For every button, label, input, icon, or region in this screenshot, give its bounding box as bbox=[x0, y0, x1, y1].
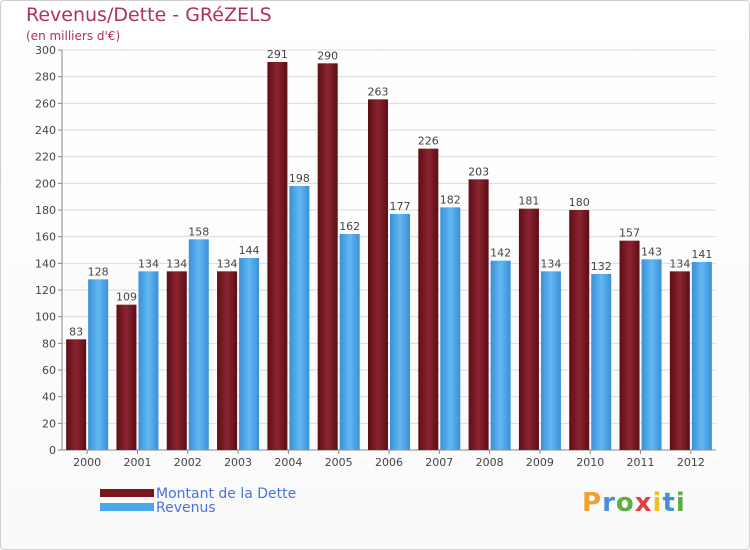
proxiti-logo: Proxiti bbox=[582, 488, 686, 518]
y-tick-label-180: 180 bbox=[35, 204, 56, 217]
bar-revenus-2000 bbox=[88, 279, 109, 450]
data-label-dette-2008: 203 bbox=[468, 165, 489, 178]
bar-revenus-2005 bbox=[339, 234, 360, 450]
bar-revenus-2002 bbox=[188, 239, 209, 450]
bar-dette-2000 bbox=[66, 339, 87, 450]
data-label-revenus-2001: 134 bbox=[138, 257, 159, 270]
bar-revenus-2006 bbox=[390, 214, 410, 450]
logo-letter: x bbox=[634, 488, 653, 518]
bar-revenus-2011 bbox=[641, 259, 662, 450]
bar-dette-2010 bbox=[569, 210, 590, 450]
data-label-revenus-2006: 177 bbox=[390, 200, 411, 213]
x-tick-label-2009: 2009 bbox=[526, 456, 554, 469]
logo-letter: i bbox=[652, 488, 663, 518]
data-label-dette-2005: 290 bbox=[317, 49, 338, 62]
x-tick-label-2012: 2012 bbox=[677, 456, 705, 469]
bar-dette-2004 bbox=[267, 62, 288, 450]
bar-dette-2006 bbox=[368, 99, 388, 450]
y-tick-label-300: 300 bbox=[35, 44, 56, 57]
logo-letter: P bbox=[582, 488, 603, 518]
x-tick-label-2011: 2011 bbox=[627, 456, 655, 469]
bar-revenus-2001 bbox=[138, 271, 159, 450]
data-label-dette-2002: 134 bbox=[166, 257, 187, 270]
x-tick-label-2000: 2000 bbox=[73, 456, 101, 469]
data-label-dette-2012: 134 bbox=[669, 257, 690, 270]
x-tick-label-2008: 2008 bbox=[476, 456, 504, 469]
data-label-revenus-2000: 128 bbox=[88, 265, 109, 278]
x-tick-label-2005: 2005 bbox=[325, 456, 353, 469]
y-tick-label-0: 0 bbox=[49, 444, 56, 457]
data-label-revenus-2002: 158 bbox=[188, 225, 209, 238]
bar-dette-2005 bbox=[317, 63, 338, 450]
bar-dette-2007 bbox=[418, 148, 439, 450]
bar-dette-2003 bbox=[217, 271, 238, 450]
y-tick-label-280: 280 bbox=[35, 71, 56, 84]
y-tick-label-100: 100 bbox=[35, 311, 56, 324]
data-label-dette-2009: 181 bbox=[518, 195, 539, 208]
data-label-dette-2004: 291 bbox=[267, 48, 288, 61]
y-tick-label-20: 20 bbox=[42, 417, 56, 430]
bar-dette-2011 bbox=[619, 240, 640, 450]
data-label-dette-2000: 83 bbox=[69, 325, 83, 338]
y-tick-label-40: 40 bbox=[42, 391, 56, 404]
data-label-dette-2011: 157 bbox=[619, 227, 640, 240]
data-label-revenus-2008: 142 bbox=[490, 247, 511, 260]
bar-dette-2009 bbox=[518, 208, 539, 450]
data-label-revenus-2009: 134 bbox=[540, 257, 561, 270]
bar-revenus-2009 bbox=[540, 271, 561, 450]
data-label-revenus-2010: 132 bbox=[591, 260, 612, 273]
chart-subtitle: (en milliers d'€) bbox=[26, 29, 121, 43]
x-tick-label-2010: 2010 bbox=[576, 456, 604, 469]
legend-swatch-revenus bbox=[100, 503, 154, 511]
logo-letter: r bbox=[602, 488, 616, 518]
bar-dette-2008 bbox=[468, 179, 489, 451]
data-label-dette-2006: 263 bbox=[368, 85, 389, 98]
y-tick-label-140: 140 bbox=[35, 257, 56, 270]
bar-dette-2002 bbox=[166, 271, 187, 450]
data-label-revenus-2004: 198 bbox=[289, 172, 310, 185]
y-tick-label-240: 240 bbox=[35, 124, 56, 137]
x-tick-label-2006: 2006 bbox=[375, 456, 403, 469]
data-label-dette-2001: 109 bbox=[116, 291, 137, 304]
bar-revenus-2012 bbox=[691, 262, 712, 450]
data-label-revenus-2012: 141 bbox=[691, 248, 712, 261]
data-label-dette-2003: 134 bbox=[217, 257, 238, 270]
data-label-revenus-2007: 182 bbox=[440, 193, 461, 206]
bar-dette-2012 bbox=[669, 271, 690, 450]
y-tick-label-200: 200 bbox=[35, 177, 56, 190]
y-tick-label-60: 60 bbox=[42, 364, 56, 377]
logo-letter: i bbox=[675, 488, 686, 518]
bar-revenus-2010 bbox=[591, 274, 612, 450]
chart-title: Revenus/Dette - GRéZELS bbox=[26, 4, 272, 26]
y-tick-label-220: 220 bbox=[35, 151, 56, 164]
data-label-revenus-2003: 144 bbox=[239, 244, 260, 257]
bar-revenus-2003 bbox=[239, 258, 260, 450]
data-label-revenus-2011: 143 bbox=[641, 245, 662, 258]
x-tick-label-2003: 2003 bbox=[224, 456, 252, 469]
y-tick-label-160: 160 bbox=[35, 231, 56, 244]
legend-label-dette: Montant de la Dette bbox=[156, 486, 297, 502]
bar-dette-2001 bbox=[116, 304, 137, 450]
bar-revenus-2008 bbox=[490, 260, 511, 450]
bar-revenus-2007 bbox=[440, 207, 461, 450]
logo-letter: o bbox=[615, 488, 635, 518]
x-tick-label-2002: 2002 bbox=[174, 456, 202, 469]
x-tick-label-2001: 2001 bbox=[123, 456, 151, 469]
y-tick-label-260: 260 bbox=[35, 97, 56, 110]
data-label-revenus-2005: 162 bbox=[339, 220, 360, 233]
bar-revenus-2004 bbox=[289, 186, 310, 450]
x-tick-label-2004: 2004 bbox=[274, 456, 302, 469]
legend-label-revenus: Revenus bbox=[156, 500, 216, 516]
legend-swatch-dette bbox=[100, 489, 154, 497]
data-label-dette-2010: 180 bbox=[569, 196, 590, 209]
data-label-dette-2007: 226 bbox=[418, 135, 439, 148]
y-tick-label-80: 80 bbox=[42, 337, 56, 350]
logo-letter: t bbox=[662, 488, 676, 518]
x-tick-label-2007: 2007 bbox=[425, 456, 453, 469]
y-tick-label-120: 120 bbox=[35, 284, 56, 297]
